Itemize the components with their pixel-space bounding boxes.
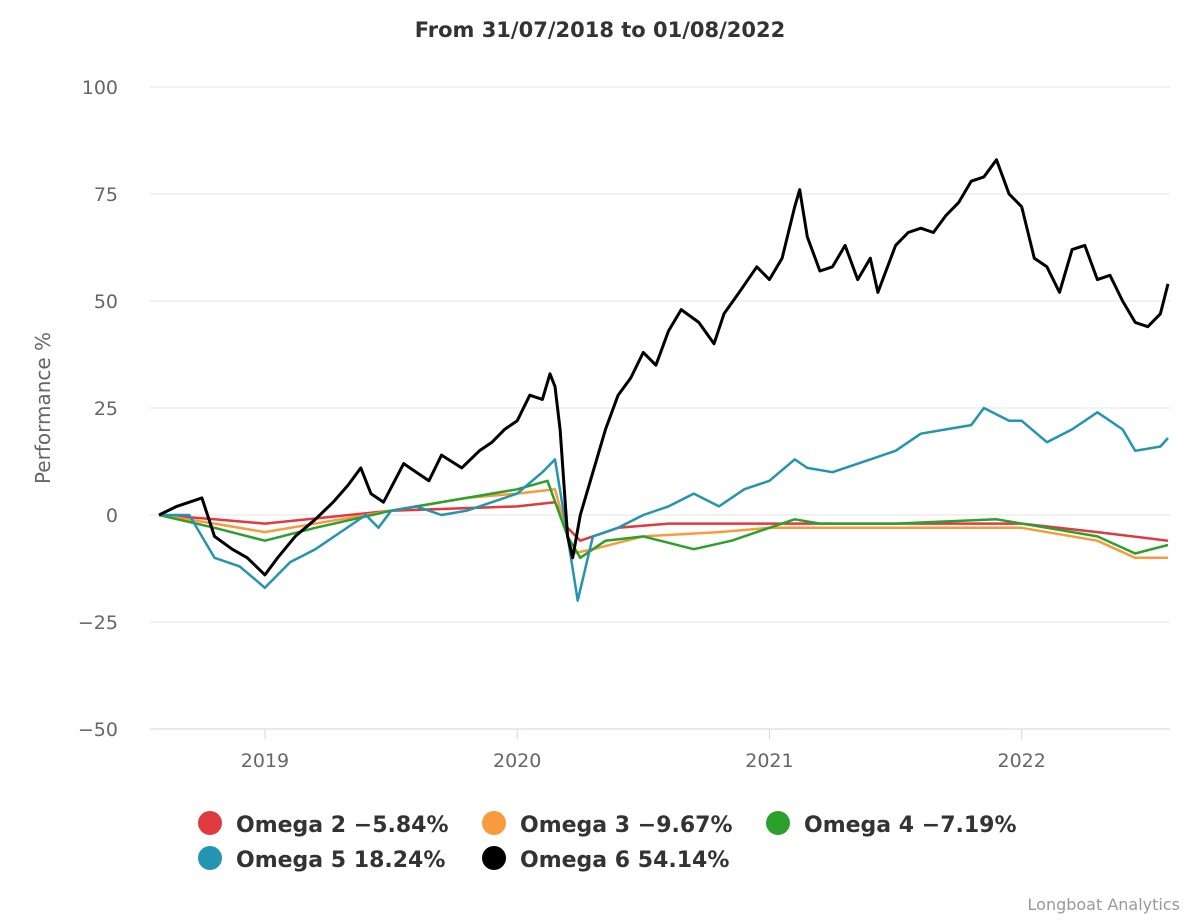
legend-marker-icon <box>482 846 506 870</box>
legend-item-omega-2[interactable]: Omega 2 −5.84% <box>198 811 449 838</box>
legend-item-omega-4[interactable]: Omega 4 −7.19% <box>766 811 1017 838</box>
legend-marker-icon <box>482 811 506 835</box>
y-tick-label: −25 <box>78 612 118 634</box>
x-tick-label: 2021 <box>745 750 793 772</box>
legend-item-omega-3[interactable]: Omega 3 −9.67% <box>482 811 733 838</box>
series-line-omega-5 <box>159 406 1169 602</box>
legend-marker-icon <box>766 811 790 835</box>
y-tick-label: 0 <box>106 505 118 527</box>
legend-label: Omega 3 −9.67% <box>520 813 733 838</box>
y-tick-label: 50 <box>94 291 118 313</box>
y-tick-label: 25 <box>94 398 118 420</box>
legend-label: Omega 6 54.14% <box>520 848 729 873</box>
legend-marker-icon <box>198 811 222 835</box>
legend-item-omega-6[interactable]: Omega 6 54.14% <box>482 846 729 873</box>
series-line-omega-3 <box>158 488 1168 560</box>
x-tick-label: 2020 <box>493 750 541 772</box>
x-tick-label: 2019 <box>241 750 289 772</box>
legend-marker-icon <box>198 846 222 870</box>
y-tick-label: 100 <box>82 77 118 99</box>
y-tick-label: −50 <box>78 719 118 741</box>
credit-link[interactable]: Longboat Analytics <box>1028 895 1180 914</box>
series-line-omega-2 <box>158 500 1169 542</box>
legend-item-omega-5[interactable]: Omega 5 18.24% <box>198 846 445 873</box>
legend-label: Omega 5 18.24% <box>236 848 445 873</box>
chart-title: From 31/07/2018 to 01/08/2022 <box>415 18 786 42</box>
y-tick-label: 75 <box>94 184 118 206</box>
legend-label: Omega 4 −7.19% <box>804 813 1017 838</box>
y-axis-label: Performance % <box>31 332 55 484</box>
x-tick-label: 2022 <box>998 750 1046 772</box>
series-line-omega-6 <box>158 158 1170 577</box>
legend-label: Omega 2 −5.84% <box>236 813 449 838</box>
